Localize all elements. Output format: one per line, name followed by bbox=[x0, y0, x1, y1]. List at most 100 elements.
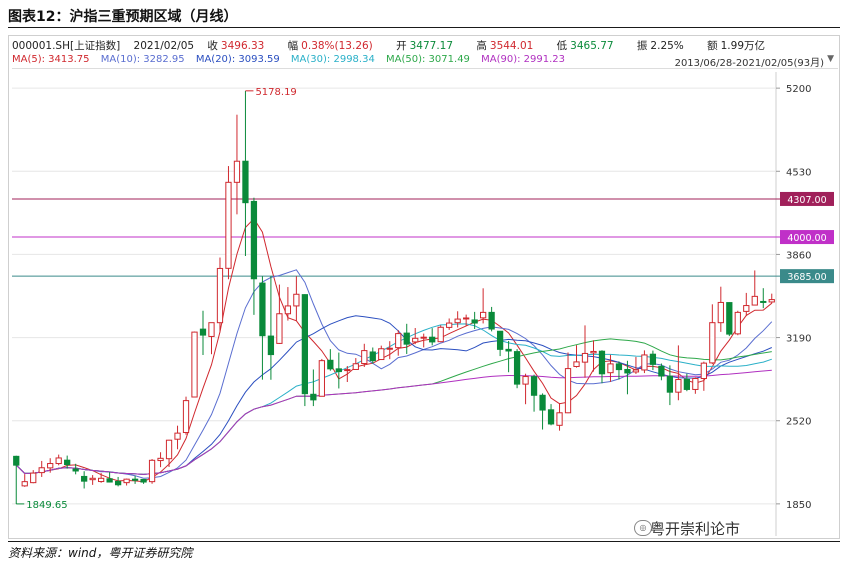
high-field: 高 3544.01 bbox=[476, 40, 543, 52]
candle-body bbox=[225, 181, 232, 269]
candle-body bbox=[429, 336, 436, 343]
candle-body bbox=[64, 459, 71, 466]
quote-date: 2021/02/05 bbox=[133, 40, 195, 52]
candle-body bbox=[709, 322, 716, 364]
candle-body bbox=[13, 455, 20, 466]
level-label: 3685.00 bbox=[787, 272, 826, 283]
security-code: 000001.SH[上证指数] bbox=[12, 40, 121, 52]
low-label: 低 bbox=[556, 40, 568, 52]
y-tick-label: 2520 bbox=[786, 417, 811, 428]
ma20-line bbox=[15, 315, 772, 475]
candle-body bbox=[539, 394, 546, 411]
candle-body bbox=[726, 302, 733, 335]
candle-body bbox=[131, 478, 139, 481]
candle-body bbox=[658, 365, 665, 377]
candle-body bbox=[301, 294, 308, 395]
candle-body bbox=[717, 301, 724, 324]
candle-body bbox=[293, 293, 300, 307]
candle-body bbox=[607, 363, 614, 374]
candle-body bbox=[165, 439, 173, 460]
ma-legend: MA(5): 3413.75 MA(10): 3282.95 MA(20): 3… bbox=[12, 54, 573, 65]
candle-body bbox=[641, 354, 648, 371]
candle-body bbox=[403, 332, 410, 345]
candle-body bbox=[496, 330, 504, 350]
candle-body bbox=[30, 472, 37, 484]
candle-body bbox=[21, 481, 28, 487]
candle-body bbox=[174, 432, 181, 440]
close-label: 收 bbox=[207, 40, 218, 52]
amount-label: 额 bbox=[707, 40, 718, 52]
title-divider bbox=[8, 27, 840, 28]
candle-body bbox=[72, 468, 79, 472]
wechat-icon: ◎ bbox=[634, 520, 652, 536]
candle-body bbox=[276, 313, 283, 344]
candle-body bbox=[700, 362, 707, 380]
candle-body bbox=[454, 318, 461, 324]
candle-body bbox=[768, 299, 775, 303]
amount-field: 额 1.99万亿 bbox=[707, 40, 775, 52]
candle-body bbox=[488, 311, 495, 330]
candle-body bbox=[157, 457, 164, 462]
candle-body bbox=[649, 353, 657, 365]
candle-body bbox=[344, 369, 351, 372]
candle-body bbox=[395, 333, 402, 349]
candle-body bbox=[446, 322, 453, 328]
amp-label: 幅 bbox=[287, 40, 299, 52]
candle-body bbox=[199, 328, 207, 336]
candle-body bbox=[47, 463, 54, 469]
y-tick-label: 3190 bbox=[786, 334, 811, 345]
candle-body bbox=[310, 393, 317, 401]
candle-body bbox=[242, 160, 249, 204]
candle-body bbox=[81, 475, 88, 482]
level-label: 4307.00 bbox=[787, 195, 826, 206]
candle-body bbox=[378, 348, 385, 361]
candle-body bbox=[692, 378, 699, 390]
source-note: 资料来源：wind，粤开证券研究院 bbox=[8, 546, 193, 560]
open-value: 3477.17 bbox=[409, 40, 454, 52]
candle-body bbox=[734, 311, 741, 335]
low-field: 低 3465.77 bbox=[557, 40, 624, 52]
candle-body bbox=[335, 368, 342, 373]
candle-body bbox=[140, 478, 147, 483]
swing-label: 振 bbox=[636, 40, 648, 52]
candle-body bbox=[114, 480, 122, 486]
amp-value: 0.38%(13.26) bbox=[301, 40, 373, 52]
ma90-line bbox=[15, 369, 772, 475]
chart-frame bbox=[8, 35, 840, 539]
candle-body bbox=[38, 467, 45, 474]
ma90-label: MA(90): 2991.23 bbox=[481, 54, 566, 65]
candle-body bbox=[182, 400, 190, 434]
quote-info-bar: 000001.SH[上证指数] 2021/02/05 收 3496.33 幅 0.3… bbox=[12, 38, 785, 53]
candle-body bbox=[615, 363, 623, 371]
y-tick-label: 5200 bbox=[786, 84, 811, 95]
candle-body bbox=[191, 331, 198, 398]
candle-body bbox=[530, 376, 538, 396]
candle-body bbox=[598, 350, 606, 375]
high-annotation: 5178.19 bbox=[255, 87, 296, 98]
candle-body bbox=[513, 351, 521, 385]
candle-body bbox=[89, 477, 96, 481]
candle-body bbox=[208, 322, 215, 337]
low-annotation: 1849.65 bbox=[26, 500, 67, 511]
candle-body bbox=[683, 378, 690, 390]
ma5-line bbox=[15, 217, 773, 483]
candle-body bbox=[361, 350, 368, 365]
candle-body bbox=[98, 477, 105, 483]
footer-divider bbox=[8, 541, 840, 542]
y-tick-label: 1850 bbox=[786, 500, 811, 511]
candle-body bbox=[352, 363, 359, 370]
candle-body bbox=[463, 317, 470, 320]
candle-body bbox=[327, 359, 334, 370]
ma5-label: MA(5): 3413.75 bbox=[12, 54, 90, 65]
chart-title: 图表12：沪指三重预期区域（月线） bbox=[8, 9, 238, 25]
candle-body bbox=[480, 311, 487, 319]
range-dropdown-icon[interactable]: ▼ bbox=[827, 54, 834, 64]
candle-body bbox=[233, 160, 241, 183]
open-field: 开 3477.17 bbox=[396, 40, 463, 52]
candle-body bbox=[522, 376, 529, 385]
y-tick-label: 4530 bbox=[786, 167, 811, 178]
header-divider bbox=[12, 68, 838, 69]
open-label: 开 bbox=[396, 40, 407, 52]
level-tag bbox=[780, 191, 834, 206]
